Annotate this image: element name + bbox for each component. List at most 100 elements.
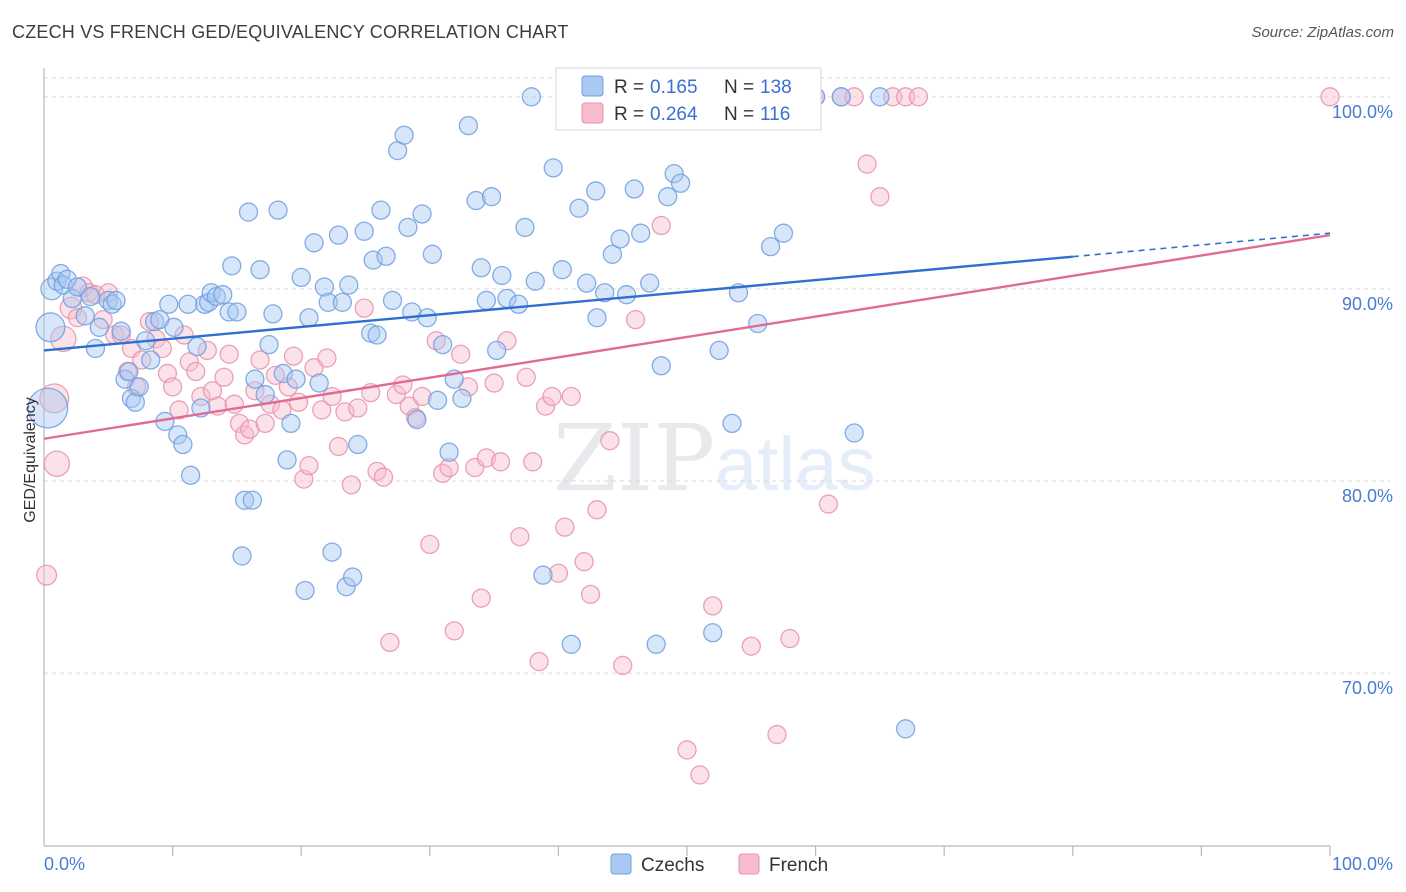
czechs-point	[295, 580, 315, 601]
source-label: Source: ZipAtlas.com	[1251, 24, 1394, 41]
french-point	[542, 386, 562, 407]
czechs-point	[85, 338, 106, 359]
y-axis-title: GED/Equivalency	[22, 397, 39, 522]
czechs-point	[263, 304, 283, 324]
czechs-point	[348, 434, 368, 455]
french-point	[67, 308, 88, 328]
czechs-point	[595, 283, 615, 303]
czechs-point	[569, 198, 589, 218]
stats-n-label-czechs: N =	[724, 77, 754, 98]
french-point	[265, 365, 286, 386]
french-point	[444, 621, 464, 641]
czechs-point	[322, 542, 342, 562]
french-point	[767, 724, 787, 745]
y-tick-label: 100.0%	[1332, 102, 1393, 122]
czechs-point	[492, 265, 512, 286]
czechs-point	[75, 306, 95, 326]
czechs-point	[452, 388, 472, 409]
czechs-point	[646, 634, 666, 654]
french-point	[386, 384, 407, 405]
french-point	[412, 386, 432, 407]
stats-n-label-french: N =	[724, 104, 754, 125]
french-point	[703, 596, 723, 616]
french-point	[555, 517, 575, 537]
french-point	[476, 448, 497, 468]
french-point	[523, 452, 543, 472]
series-legend: Czechs French	[610, 853, 828, 876]
czechs-point	[259, 334, 279, 355]
french-point	[600, 431, 620, 451]
watermark: ZIP atlas	[553, 405, 876, 512]
french-point	[304, 358, 324, 378]
french-point	[322, 386, 342, 407]
french-point	[420, 534, 440, 555]
czechs-point	[213, 285, 233, 305]
czechs-point	[277, 450, 297, 470]
french-point	[191, 386, 211, 407]
czechs-point	[417, 308, 437, 328]
czechs-point	[422, 244, 443, 264]
french-point	[818, 494, 839, 514]
french-point	[857, 154, 877, 174]
french-point	[574, 552, 594, 572]
x-tick-label-right: 100.0%	[1332, 854, 1393, 874]
czechs-point	[164, 317, 184, 337]
y-tick-label: 80.0%	[1342, 486, 1393, 506]
french-point	[245, 381, 265, 401]
stats-r-label-french: R =	[614, 104, 644, 125]
czechs-point	[227, 302, 247, 322]
french-point	[229, 413, 250, 434]
french-point	[380, 632, 400, 653]
french-point	[328, 436, 349, 457]
czechs-point	[427, 390, 448, 410]
czechs-point	[610, 229, 630, 249]
french-point	[1320, 87, 1340, 107]
czechs-point	[521, 87, 542, 107]
czechs-point	[773, 223, 794, 243]
french-point	[283, 346, 304, 366]
czechs-point	[515, 217, 535, 238]
y-tick-label: 90.0%	[1342, 294, 1393, 314]
czechs-point	[57, 269, 77, 289]
czechs-point	[309, 373, 329, 393]
czechs-point	[543, 158, 563, 178]
czechs-point	[587, 308, 607, 328]
czechs-point	[552, 260, 572, 280]
czechs-point	[376, 246, 396, 266]
french-point	[162, 377, 183, 397]
czechs-point	[466, 190, 486, 211]
czechs-point	[640, 273, 660, 293]
french-point	[548, 563, 569, 583]
czechs-point	[382, 290, 403, 311]
czechs-point	[407, 409, 427, 430]
trend-line-czechs	[43, 255, 1073, 352]
stats-swatch-czechs	[581, 75, 604, 97]
trend-line-czechs-extension	[1072, 232, 1331, 258]
czechs-point	[332, 292, 353, 313]
czechs-point	[624, 179, 644, 199]
french-point	[529, 651, 549, 672]
french-point	[625, 309, 646, 330]
czechs-point	[760, 237, 781, 257]
x-tick-label-left: 0.0%	[44, 854, 85, 874]
czechs-point	[561, 634, 581, 654]
french-point	[373, 467, 394, 487]
czechs-point	[651, 356, 671, 376]
czechs-point	[722, 413, 742, 434]
czechs-point	[471, 258, 491, 278]
czechs-point	[844, 423, 864, 443]
czechs-point	[180, 465, 201, 485]
czechs-point	[299, 308, 319, 328]
czechs-point	[616, 285, 637, 305]
czechs-point	[870, 87, 890, 107]
french-point	[348, 398, 368, 418]
french-point	[202, 381, 223, 401]
czechs-point	[371, 200, 391, 220]
czechs-point	[339, 275, 359, 295]
czechs-point	[433, 334, 453, 355]
french-point	[451, 344, 471, 364]
french-point	[299, 455, 319, 476]
french-point	[613, 655, 633, 676]
czechs-point	[106, 290, 126, 311]
czechs-point	[178, 294, 198, 314]
